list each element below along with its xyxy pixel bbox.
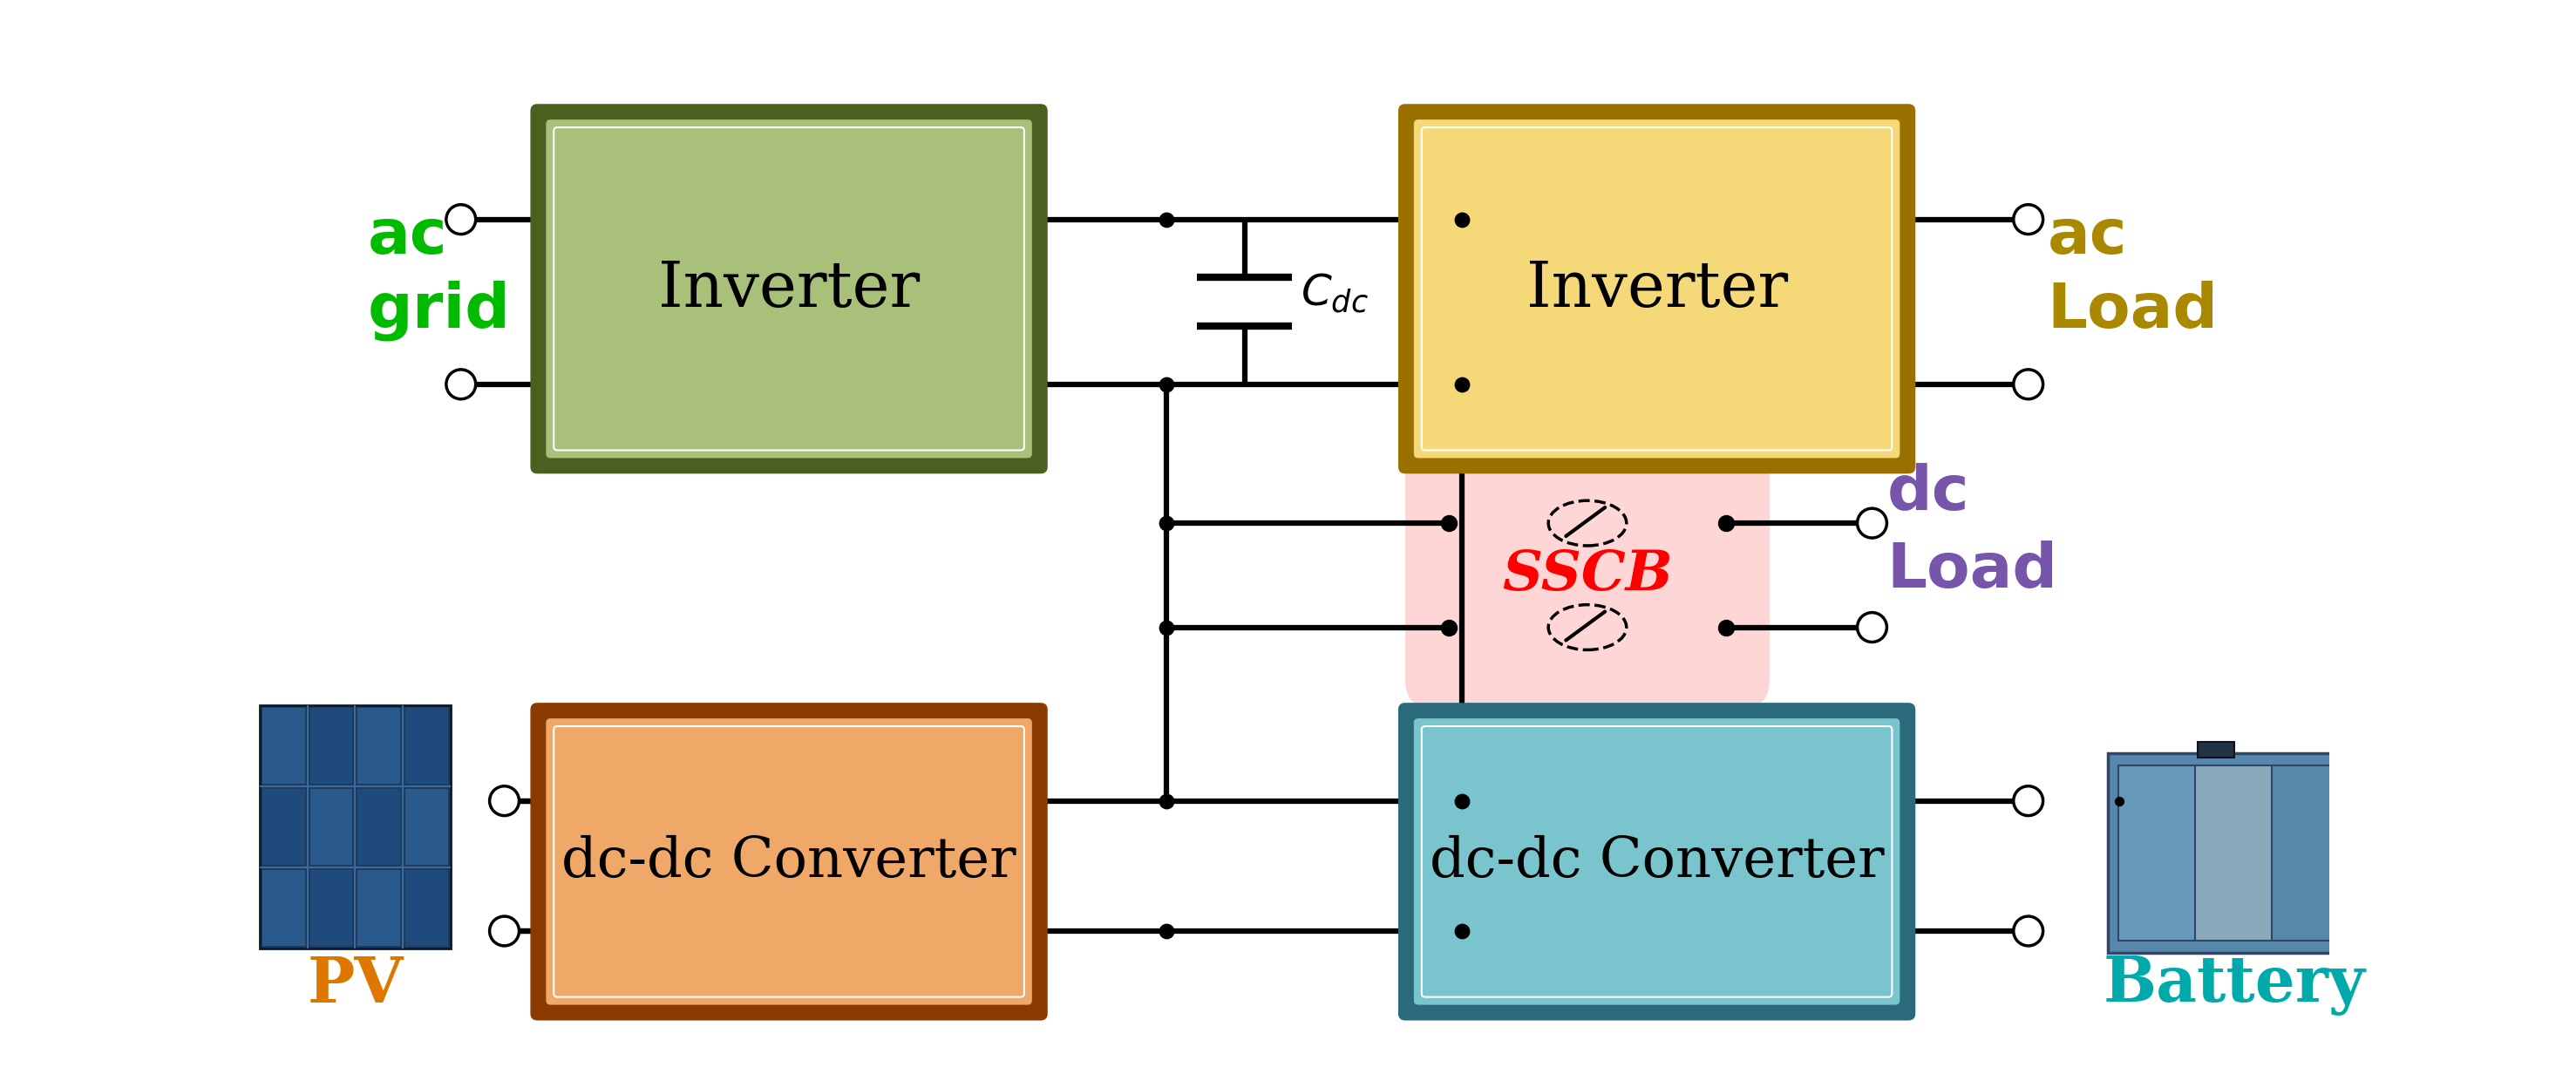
FancyBboxPatch shape <box>546 120 1033 458</box>
Circle shape <box>2014 370 2043 399</box>
FancyBboxPatch shape <box>358 789 399 865</box>
FancyBboxPatch shape <box>263 708 304 784</box>
FancyBboxPatch shape <box>358 870 399 946</box>
FancyBboxPatch shape <box>404 870 448 946</box>
Circle shape <box>446 370 477 399</box>
Text: Load: Load <box>2048 280 2218 341</box>
FancyBboxPatch shape <box>2107 753 2360 952</box>
FancyBboxPatch shape <box>531 104 1048 473</box>
FancyBboxPatch shape <box>309 708 353 784</box>
Text: Inverter: Inverter <box>659 258 920 320</box>
FancyBboxPatch shape <box>2195 765 2272 940</box>
FancyBboxPatch shape <box>1404 371 1770 710</box>
Point <box>1146 211 1188 228</box>
FancyBboxPatch shape <box>2197 742 2233 758</box>
Circle shape <box>489 917 520 946</box>
FancyBboxPatch shape <box>1399 104 1917 473</box>
Circle shape <box>2014 786 2043 815</box>
FancyBboxPatch shape <box>2117 765 2197 940</box>
Text: ac: ac <box>2048 206 2128 267</box>
FancyBboxPatch shape <box>531 703 1048 1020</box>
Point <box>2099 792 2141 810</box>
Point <box>1440 792 1481 810</box>
FancyBboxPatch shape <box>263 870 304 946</box>
Circle shape <box>1857 613 1886 642</box>
FancyBboxPatch shape <box>358 708 399 784</box>
Circle shape <box>446 204 477 235</box>
Text: $C_{dc}$: $C_{dc}$ <box>1301 271 1368 315</box>
Circle shape <box>2014 917 2043 946</box>
Text: Load: Load <box>1886 540 2058 601</box>
Text: grid: grid <box>368 280 510 341</box>
Point <box>1440 922 1481 939</box>
Point <box>1440 211 1481 228</box>
FancyBboxPatch shape <box>2272 765 2349 940</box>
Text: Battery: Battery <box>2102 953 2365 1016</box>
Text: SSCB: SSCB <box>1502 548 1672 602</box>
Text: dc: dc <box>1886 463 1968 523</box>
Text: Inverter: Inverter <box>1525 258 1788 320</box>
Point <box>1440 375 1481 392</box>
Circle shape <box>489 786 520 815</box>
Circle shape <box>2014 204 2043 235</box>
Point <box>1427 515 1468 532</box>
Point <box>1427 618 1468 636</box>
Text: PV: PV <box>307 953 404 1016</box>
Circle shape <box>1857 508 1886 538</box>
FancyBboxPatch shape <box>1399 703 1917 1020</box>
FancyBboxPatch shape <box>404 708 448 784</box>
FancyBboxPatch shape <box>309 789 353 865</box>
Point <box>1146 375 1188 392</box>
Point <box>1705 515 1747 532</box>
Text: dc-dc Converter: dc-dc Converter <box>562 835 1018 889</box>
Point <box>1705 618 1747 636</box>
FancyBboxPatch shape <box>546 719 1033 1005</box>
FancyBboxPatch shape <box>263 789 304 865</box>
Point <box>1146 618 1188 636</box>
Text: dc-dc Converter: dc-dc Converter <box>1430 835 1883 889</box>
Text: ac: ac <box>368 206 448 267</box>
FancyBboxPatch shape <box>1414 120 1901 458</box>
Point <box>1146 922 1188 939</box>
Point <box>1146 515 1188 532</box>
Point <box>1146 792 1188 810</box>
FancyBboxPatch shape <box>1414 719 1901 1005</box>
FancyBboxPatch shape <box>404 789 448 865</box>
FancyBboxPatch shape <box>260 706 451 948</box>
FancyBboxPatch shape <box>309 870 353 946</box>
